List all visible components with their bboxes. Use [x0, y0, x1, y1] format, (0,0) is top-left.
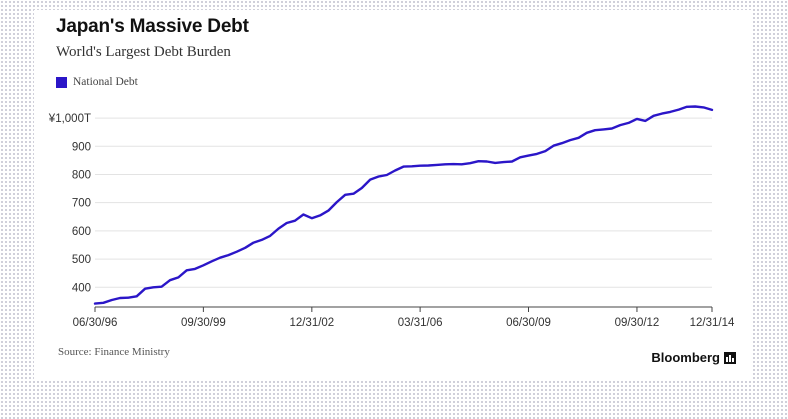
chart-card: Japan's Massive Debt World's Largest Deb… [34, 10, 752, 380]
legend: National Debt [56, 76, 138, 88]
y-tick-label: 600 [72, 226, 91, 238]
x-axis: 06/30/96 09/30/99 12/31/02 03/31/06 06/30/09… [73, 306, 735, 329]
x-tick-label: 12/31/02 [289, 317, 334, 329]
legend-label: National Debt [73, 76, 138, 88]
chart-subtitle: World's Largest Debt Burden [56, 44, 231, 60]
y-axis-ticks: 400 500 600 700 800 900 ¥1,000T [48, 113, 91, 294]
chart-title: Japan's Massive Debt [56, 16, 249, 37]
source-note: Source: Finance Ministry [58, 346, 170, 358]
series-line [93, 105, 714, 305]
x-tick-label: 06/30/09 [506, 317, 551, 329]
series-national-debt [93, 105, 714, 305]
grid-lines [95, 117, 712, 288]
legend-swatch [56, 76, 67, 88]
brand-name: Bloomberg [651, 350, 720, 365]
x-tick-label: 09/30/99 [181, 317, 226, 329]
y-tick-label: 800 [72, 169, 91, 181]
x-tick-label: 06/30/96 [73, 317, 118, 329]
x-tick-label: 03/31/06 [398, 317, 443, 329]
y-tick-label: 500 [72, 254, 91, 266]
x-tick-label: 12/31/14 [690, 317, 735, 329]
x-tick-label: 09/30/12 [615, 317, 660, 329]
y-tick-label: 700 [72, 198, 91, 210]
y-tick-label: 900 [72, 141, 91, 153]
line-chart: 400 500 600 700 800 900 ¥1,000T 06/30/96 09/30/… [48, 105, 735, 329]
y-tick-label: ¥1,000T [48, 113, 91, 125]
bloomberg-bars-icon [724, 351, 736, 364]
brand-logo: Bloomberg [651, 350, 736, 365]
y-tick-label: 400 [72, 282, 91, 294]
